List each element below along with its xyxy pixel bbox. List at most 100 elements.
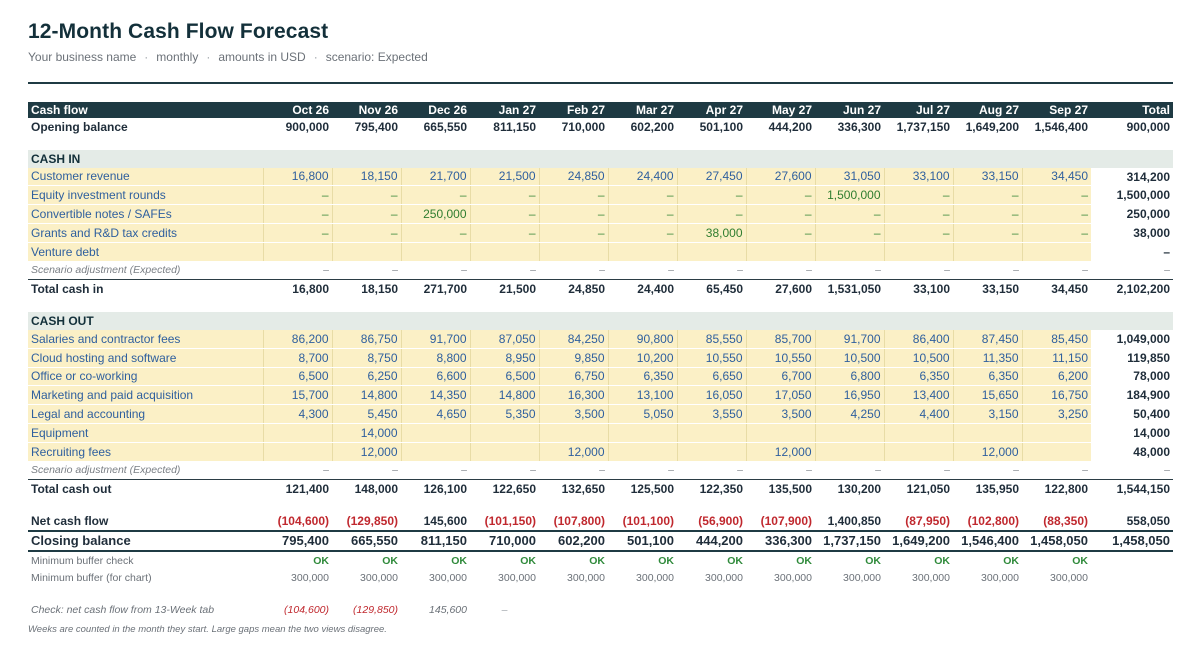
month-cell[interactable]	[262, 423, 332, 443]
month-cell[interactable]: 6,500	[469, 367, 539, 387]
month-cell[interactable]	[262, 442, 332, 462]
month-cell[interactable]: 5,450	[331, 404, 401, 424]
month-cell[interactable]: 3,550	[676, 404, 746, 424]
month-cell[interactable]: 5,350	[469, 404, 539, 424]
month-cell[interactable]: 31,050	[814, 167, 884, 187]
month-cell[interactable]	[745, 423, 815, 443]
month-cell[interactable]: –	[607, 185, 677, 206]
month-cell[interactable]: 14,800	[469, 385, 539, 406]
month-cell[interactable]: 21,500	[469, 167, 539, 187]
month-cell[interactable]	[745, 242, 815, 262]
month-cell[interactable]: 6,350	[883, 367, 953, 387]
month-cell[interactable]	[400, 423, 470, 443]
month-cell[interactable]: 34,450	[1021, 167, 1091, 187]
month-cell[interactable]	[469, 442, 539, 462]
month-cell[interactable]: –	[331, 185, 401, 206]
month-cell[interactable]: –	[1021, 185, 1091, 206]
month-cell[interactable]: 27,450	[676, 167, 746, 187]
month-cell[interactable]: 6,800	[814, 367, 884, 387]
month-cell[interactable]: –	[745, 185, 815, 206]
month-cell[interactable]: 4,650	[400, 404, 470, 424]
month-cell[interactable]: 6,200	[1021, 367, 1091, 387]
month-cell[interactable]	[952, 423, 1022, 443]
month-cell[interactable]: –	[814, 223, 884, 243]
month-cell[interactable]: 86,750	[331, 329, 401, 349]
month-cell[interactable]: 91,700	[400, 329, 470, 349]
month-cell[interactable]: –	[262, 185, 332, 206]
month-cell[interactable]: –	[331, 223, 401, 243]
row-label[interactable]: Office or co-working	[28, 367, 263, 387]
month-cell[interactable]: 4,400	[883, 404, 953, 424]
month-cell[interactable]: –	[538, 223, 608, 243]
month-cell[interactable]: 3,150	[952, 404, 1022, 424]
month-cell[interactable]: –	[883, 223, 953, 243]
month-cell[interactable]: –	[745, 204, 815, 224]
month-cell[interactable]: –	[814, 204, 884, 224]
month-cell[interactable]: 87,050	[469, 329, 539, 349]
month-cell[interactable]: 12,000	[538, 442, 608, 462]
month-cell[interactable]: 1,500,000	[814, 185, 884, 206]
month-cell[interactable]: 12,000	[745, 442, 815, 462]
month-cell[interactable]: –	[952, 204, 1022, 224]
row-label[interactable]: Marketing and paid acquisition	[28, 385, 263, 406]
month-cell[interactable]: 16,950	[814, 385, 884, 406]
row-label[interactable]: Recruiting fees	[28, 442, 263, 462]
month-cell[interactable]: 4,250	[814, 404, 884, 424]
month-cell[interactable]: 16,750	[1021, 385, 1091, 406]
month-cell[interactable]: –	[400, 223, 470, 243]
month-cell[interactable]	[814, 442, 884, 462]
month-cell[interactable]: 21,700	[400, 167, 470, 187]
month-cell[interactable]: –	[262, 223, 332, 243]
month-cell[interactable]	[1021, 442, 1091, 462]
month-cell[interactable]: –	[538, 185, 608, 206]
month-cell[interactable]: –	[676, 204, 746, 224]
month-cell[interactable]: 85,700	[745, 329, 815, 349]
month-cell[interactable]	[814, 242, 884, 262]
month-cell[interactable]: 14,800	[331, 385, 401, 406]
month-cell[interactable]: 27,600	[745, 167, 815, 187]
row-label[interactable]: Salaries and contractor fees	[28, 329, 263, 349]
month-cell[interactable]: 8,700	[262, 348, 332, 368]
row-label[interactable]: Customer revenue	[28, 167, 263, 187]
month-cell[interactable]: 33,150	[952, 167, 1022, 187]
month-cell[interactable]: 24,850	[538, 167, 608, 187]
month-cell[interactable]: 10,500	[814, 348, 884, 368]
month-cell[interactable]	[331, 242, 401, 262]
month-cell[interactable]: 12,000	[952, 442, 1022, 462]
month-cell[interactable]	[400, 442, 470, 462]
row-label[interactable]: Cloud hosting and software	[28, 348, 263, 368]
month-cell[interactable]	[469, 242, 539, 262]
month-cell[interactable]: –	[745, 223, 815, 243]
month-cell[interactable]: 3,500	[745, 404, 815, 424]
month-cell[interactable]	[814, 423, 884, 443]
month-cell[interactable]: 33,100	[883, 167, 953, 187]
row-label[interactable]: Venture debt	[28, 242, 263, 262]
month-cell[interactable]: 6,750	[538, 367, 608, 387]
month-cell[interactable]: 10,550	[745, 348, 815, 368]
month-cell[interactable]: 84,250	[538, 329, 608, 349]
month-cell[interactable]: 16,050	[676, 385, 746, 406]
month-cell[interactable]: 8,800	[400, 348, 470, 368]
month-cell[interactable]: –	[607, 204, 677, 224]
row-label[interactable]: Equipment	[28, 423, 263, 443]
month-cell[interactable]: –	[883, 204, 953, 224]
row-label[interactable]: Grants and R&D tax credits	[28, 223, 263, 243]
month-cell[interactable]: 13,100	[607, 385, 677, 406]
month-cell[interactable]	[883, 442, 953, 462]
month-cell[interactable]: 24,400	[607, 167, 677, 187]
month-cell[interactable]: –	[1021, 223, 1091, 243]
month-cell[interactable]: –	[469, 223, 539, 243]
month-cell[interactable]	[538, 242, 608, 262]
month-cell[interactable]: –	[538, 204, 608, 224]
month-cell[interactable]	[676, 423, 746, 443]
month-cell[interactable]: 15,700	[262, 385, 332, 406]
month-cell[interactable]: –	[469, 204, 539, 224]
month-cell[interactable]: 8,950	[469, 348, 539, 368]
month-cell[interactable]: 86,400	[883, 329, 953, 349]
month-cell[interactable]: –	[1021, 204, 1091, 224]
month-cell[interactable]: 10,550	[676, 348, 746, 368]
month-cell[interactable]: –	[883, 185, 953, 206]
month-cell[interactable]: 16,800	[262, 167, 332, 187]
month-cell[interactable]: 86,200	[262, 329, 332, 349]
month-cell[interactable]: –	[952, 223, 1022, 243]
